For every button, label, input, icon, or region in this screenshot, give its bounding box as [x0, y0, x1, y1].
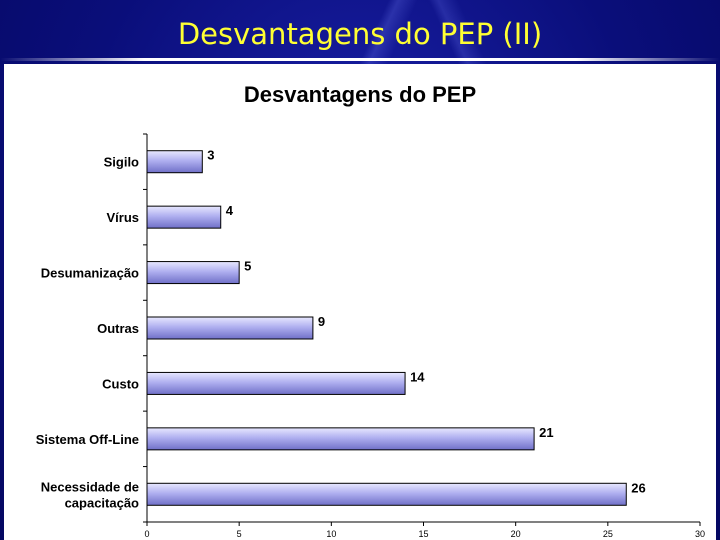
slide-title: Desvantagens do PEP (II): [177, 17, 543, 51]
x-tick-label: 25: [603, 529, 613, 539]
x-tick-label: 30: [695, 529, 705, 539]
bar-chart: 0 5 10 15 20 25 30 Sigilo 3 Vírus 4 Desumanização 5 O…: [36, 133, 705, 539]
x-tick-label: 0: [144, 529, 149, 539]
category-label-line: Necessidade de: [41, 479, 139, 494]
category-label: Sistema Off-Line: [36, 432, 139, 447]
chart-title: Desvantagens do PEP: [243, 82, 477, 107]
category-label: Sigilo: [104, 155, 139, 170]
bar: [146, 150, 203, 174]
title-divider: [0, 58, 720, 61]
data-label: 5: [244, 259, 251, 274]
bar: [146, 427, 535, 451]
x-tick-label: 15: [418, 529, 428, 539]
x-tick-label: 10: [326, 529, 336, 539]
category-label: Necessidade de capacitação: [41, 479, 139, 510]
x-tick-label: 5: [237, 529, 242, 539]
bar: [146, 261, 240, 285]
data-label: 21: [539, 425, 553, 440]
bar: [146, 205, 222, 229]
bar: [146, 371, 406, 395]
data-label: 14: [410, 369, 425, 384]
category-label-line: capacitação: [65, 495, 139, 510]
chart-panel: Desvantagens do PEP 0 5 10 15 20 25 30 Sigilo 3 V…: [4, 64, 716, 540]
category-label: Outras: [97, 321, 139, 336]
bar: [146, 482, 627, 506]
category-label: Vírus: [106, 210, 139, 225]
category-label: Desumanização: [41, 266, 139, 281]
category-label: Custo: [102, 376, 139, 391]
data-label: 26: [631, 480, 645, 495]
data-label: 4: [226, 203, 234, 218]
bar: [146, 316, 314, 340]
data-label: 9: [318, 314, 325, 329]
x-tick-label: 20: [511, 529, 521, 539]
data-label: 3: [207, 148, 214, 163]
